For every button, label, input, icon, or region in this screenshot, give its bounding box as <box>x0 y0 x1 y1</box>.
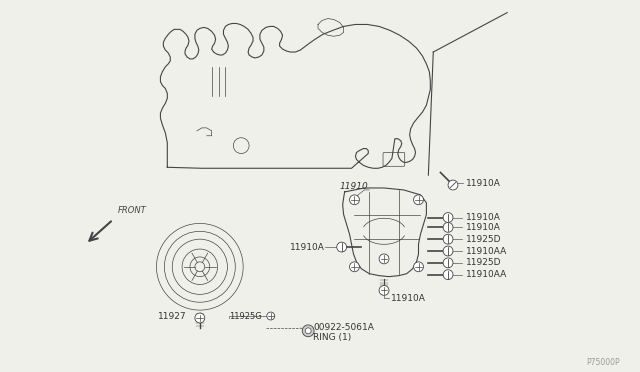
Circle shape <box>302 325 314 337</box>
Text: 11925G: 11925G <box>229 311 262 321</box>
Text: 11910A: 11910A <box>466 223 500 232</box>
Text: 11910A: 11910A <box>466 179 500 187</box>
Text: 11910AA: 11910AA <box>466 270 507 279</box>
Circle shape <box>443 212 453 222</box>
Text: RING (1): RING (1) <box>313 333 351 342</box>
Text: 11925D: 11925D <box>466 258 501 267</box>
Circle shape <box>443 234 453 244</box>
Circle shape <box>413 195 424 205</box>
Circle shape <box>337 242 347 252</box>
Circle shape <box>267 312 275 320</box>
Text: 11910A: 11910A <box>291 243 325 251</box>
Text: P75000P: P75000P <box>586 358 620 367</box>
Text: 11910AA: 11910AA <box>466 247 507 256</box>
Text: FRONT: FRONT <box>118 206 147 215</box>
Circle shape <box>349 195 360 205</box>
Circle shape <box>305 328 311 334</box>
Circle shape <box>443 270 453 280</box>
Text: 11925D: 11925D <box>466 235 501 244</box>
Circle shape <box>448 180 458 190</box>
Circle shape <box>379 285 389 295</box>
Text: 00922-5061A: 00922-5061A <box>313 323 374 332</box>
Circle shape <box>195 313 205 323</box>
Circle shape <box>443 258 453 268</box>
Circle shape <box>349 262 360 272</box>
Circle shape <box>379 254 389 264</box>
Text: 11927: 11927 <box>157 311 186 321</box>
Text: 11910: 11910 <box>340 183 369 192</box>
Circle shape <box>443 222 453 232</box>
Circle shape <box>413 262 424 272</box>
Circle shape <box>443 246 453 256</box>
Text: 11910A: 11910A <box>466 213 500 222</box>
Text: 11910A: 11910A <box>391 294 426 303</box>
